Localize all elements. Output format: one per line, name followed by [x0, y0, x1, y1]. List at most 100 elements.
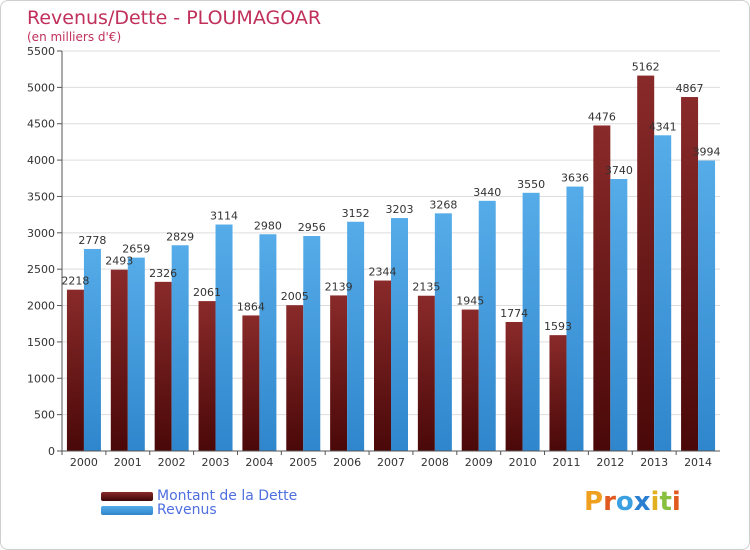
- logo-letter: t: [659, 487, 672, 517]
- debt-bar: [198, 301, 216, 451]
- y-tick-label: 1500: [27, 336, 55, 349]
- debt-value-label: 2135: [412, 281, 440, 294]
- revenue-value-label: 3203: [386, 203, 414, 216]
- x-tick-label: 2002: [158, 456, 186, 469]
- legend-swatch-debt: [101, 491, 153, 501]
- logo-letter: i: [650, 487, 660, 517]
- revenue-bar: [654, 135, 672, 452]
- y-tick-label: 4500: [27, 118, 55, 131]
- x-tick-label: 2010: [509, 456, 537, 469]
- logo-letter: x: [633, 487, 651, 517]
- debt-value-label: 1593: [544, 320, 572, 333]
- revenue-value-label: 3114: [210, 210, 238, 223]
- revenue-bar: [303, 236, 321, 451]
- revenue-value-label: 2956: [298, 221, 326, 234]
- proxiti-logo: Proxiti: [584, 487, 681, 517]
- revenue-value-label: 2829: [166, 230, 194, 243]
- y-tick-label: 1000: [27, 372, 55, 385]
- debt-bar: [66, 289, 84, 451]
- debt-bar: [110, 269, 128, 451]
- debt-bar: [681, 97, 699, 451]
- revenue-bar: [610, 179, 628, 451]
- debt-value-label: 5162: [632, 61, 660, 74]
- logo-letter: o: [615, 487, 634, 517]
- revenue-bar: [478, 200, 496, 451]
- x-tick-label: 2011: [552, 456, 580, 469]
- legend-swatch-revenue: [101, 505, 153, 515]
- debt-bar: [593, 125, 611, 452]
- revenue-bar: [522, 192, 540, 451]
- revenue-bar: [391, 218, 408, 451]
- logo-letter: P: [584, 487, 604, 517]
- debt-bar: [242, 315, 260, 451]
- chart-title: Revenus/Dette - PLOUMAGOAR: [27, 7, 322, 29]
- y-tick-label: 2000: [27, 300, 55, 313]
- revenue-value-label: 3550: [517, 178, 545, 191]
- x-tick-label: 2001: [114, 456, 142, 469]
- revenue-value-label: 3994: [693, 146, 721, 159]
- revenue-value-label: 3152: [342, 207, 370, 220]
- debt-value-label: 2493: [105, 255, 133, 268]
- y-tick-label: 3500: [27, 190, 55, 203]
- y-tick-label: 3000: [27, 227, 55, 240]
- revenue-bar: [259, 234, 277, 451]
- y-tick-label: 5500: [27, 45, 55, 58]
- legend-item-debt: Montant de la Dette: [101, 488, 297, 504]
- y-tick-label: 0: [48, 445, 55, 458]
- x-tick-label: 2008: [421, 456, 449, 469]
- x-tick-label: 2005: [289, 456, 317, 469]
- debt-bar: [286, 305, 304, 451]
- x-tick-label: 2000: [70, 456, 98, 469]
- revenue-bar: [347, 221, 365, 451]
- debt-value-label: 2005: [281, 290, 309, 303]
- revenue-value-label: 3636: [561, 172, 589, 185]
- debt-value-label: 2139: [325, 280, 353, 293]
- revenue-bar: [127, 257, 145, 451]
- x-tick-label: 2004: [245, 456, 273, 469]
- debt-value-label: 4476: [588, 110, 616, 123]
- debt-value-label: 2218: [61, 275, 89, 288]
- y-tick-label: 5000: [27, 81, 55, 94]
- debt-value-label: 2344: [369, 266, 397, 279]
- legend-label-debt: Montant de la Dette: [157, 488, 298, 504]
- logo-letter: r: [603, 487, 616, 517]
- revenue-value-label: 3740: [605, 164, 633, 177]
- revenue-value-label: 4341: [649, 120, 677, 133]
- debt-value-label: 1774: [500, 307, 528, 320]
- debt-bar: [374, 280, 391, 451]
- x-tick-label: 2003: [202, 456, 230, 469]
- debt-value-label: 2326: [149, 267, 177, 280]
- revenue-bar: [215, 224, 233, 451]
- revenue-value-label: 2778: [78, 234, 106, 247]
- revenue-value-label: 3440: [473, 186, 501, 199]
- debt-bar: [417, 295, 435, 451]
- debt-bar: [330, 295, 348, 451]
- debt-value-label: 1864: [237, 300, 265, 313]
- x-tick-label: 2009: [465, 456, 493, 469]
- revenue-value-label: 2659: [122, 243, 150, 256]
- legend-item-revenue: Revenus: [101, 502, 217, 518]
- revenue-bar: [698, 160, 716, 451]
- debt-bar: [637, 75, 655, 451]
- chart-subtitle: (en milliers d'€): [27, 30, 122, 44]
- legend-label-revenue: Revenus: [157, 502, 217, 518]
- revenue-bar: [83, 248, 101, 451]
- x-tick-label: 2006: [333, 456, 361, 469]
- revenue-bar: [566, 186, 584, 451]
- x-tick-label: 2012: [596, 456, 624, 469]
- revenue-bar: [171, 245, 189, 451]
- y-tick-label: 2500: [27, 263, 55, 276]
- debt-bar: [549, 335, 567, 451]
- logo-letter: i: [671, 487, 681, 517]
- revenue-value-label: 2980: [254, 219, 282, 232]
- debt-bar: [461, 309, 479, 451]
- debt-bar: [154, 281, 172, 451]
- debt-value-label: 1945: [456, 295, 484, 308]
- debt-bar: [505, 321, 523, 451]
- x-tick-label: 2014: [684, 456, 712, 469]
- revenue-bar: [434, 213, 452, 451]
- revenue-value-label: 3268: [429, 198, 457, 211]
- y-tick-label: 500: [34, 409, 55, 422]
